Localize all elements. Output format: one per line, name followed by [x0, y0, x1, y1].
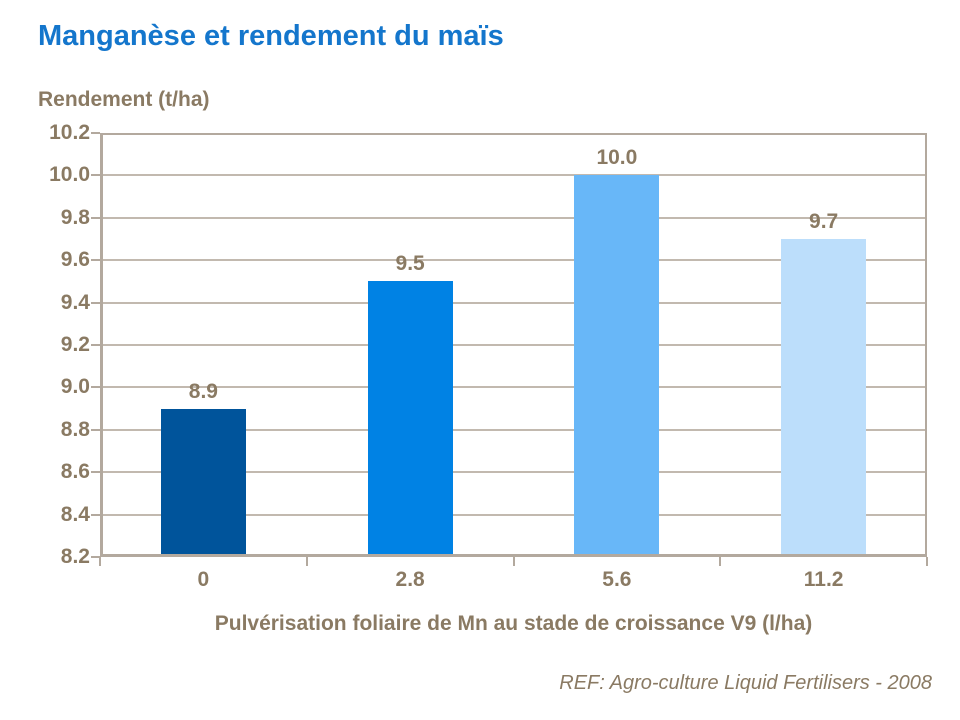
gridline	[100, 471, 927, 474]
y-axis-line	[100, 133, 103, 557]
y-tick-label: 10.2	[49, 121, 90, 144]
bar-11.2	[781, 239, 867, 557]
gridline	[100, 344, 927, 346]
gridline	[100, 386, 927, 389]
gridline	[100, 428, 927, 431]
x-tick-mark	[99, 557, 101, 566]
gridline	[100, 301, 927, 304]
chart-title: Manganèse et rendement du maïs	[38, 20, 504, 52]
x-category-label: 11.2	[803, 568, 844, 591]
y-tick-label: 8.8	[60, 417, 90, 441]
y-tick-mark	[91, 513, 100, 516]
bar-value-label: 10.0	[596, 146, 638, 170]
y-tick-label: 9.2	[60, 333, 90, 356]
y-tick-label: 8.6	[60, 460, 90, 484]
x-category-label: 0	[197, 568, 210, 591]
x-category-label: 5.6	[602, 568, 632, 591]
bar-value-label: 9.5	[395, 252, 425, 276]
gridline	[100, 513, 927, 516]
y-tick-label: 9.0	[60, 375, 90, 399]
y-tick-mark	[91, 174, 100, 177]
x-tick-mark	[719, 557, 722, 566]
y-tick-mark	[91, 428, 100, 431]
x-axis-title: Pulvérisation foliaire de Mn au stade de…	[214, 612, 813, 635]
y-tick-label: 8.4	[60, 502, 90, 526]
plot-border-right	[925, 133, 927, 557]
y-tick-label: 9.8	[60, 205, 90, 229]
plot-border-top	[100, 133, 927, 135]
gridline	[100, 174, 927, 177]
plot-area	[100, 133, 927, 557]
x-tick-mark	[926, 557, 928, 566]
y-tick-mark	[91, 216, 100, 219]
gridline	[100, 216, 927, 219]
y-tick-label: 10.0	[49, 163, 90, 187]
bar-value-label: 8.9	[188, 379, 218, 403]
y-tick-mark	[91, 556, 100, 558]
y-tick-mark	[91, 386, 100, 389]
bar-2.8	[367, 281, 453, 557]
gridline	[100, 259, 927, 262]
x-axis-line	[100, 554, 927, 557]
x-tick-mark	[305, 557, 308, 566]
x-category-label: 2.8	[395, 568, 425, 591]
bar-5.6	[574, 175, 660, 557]
x-tick-mark	[512, 557, 515, 566]
y-tick-mark	[91, 132, 100, 134]
y-tick-label: 8.2	[60, 545, 90, 568]
bar-value-label: 9.7	[809, 210, 839, 233]
y-tick-label: 9.4	[60, 290, 90, 314]
y-tick-mark	[91, 344, 100, 346]
y-axis-title: Rendement (t/ha)	[38, 88, 210, 111]
y-tick-mark	[91, 259, 100, 262]
y-tick-mark	[91, 301, 100, 304]
reference-text: REF: Agro-culture Liquid Fertilisers - 2…	[559, 672, 932, 694]
y-tick-label: 9.6	[60, 248, 90, 272]
bar-0	[160, 408, 246, 557]
y-tick-mark	[91, 471, 100, 474]
